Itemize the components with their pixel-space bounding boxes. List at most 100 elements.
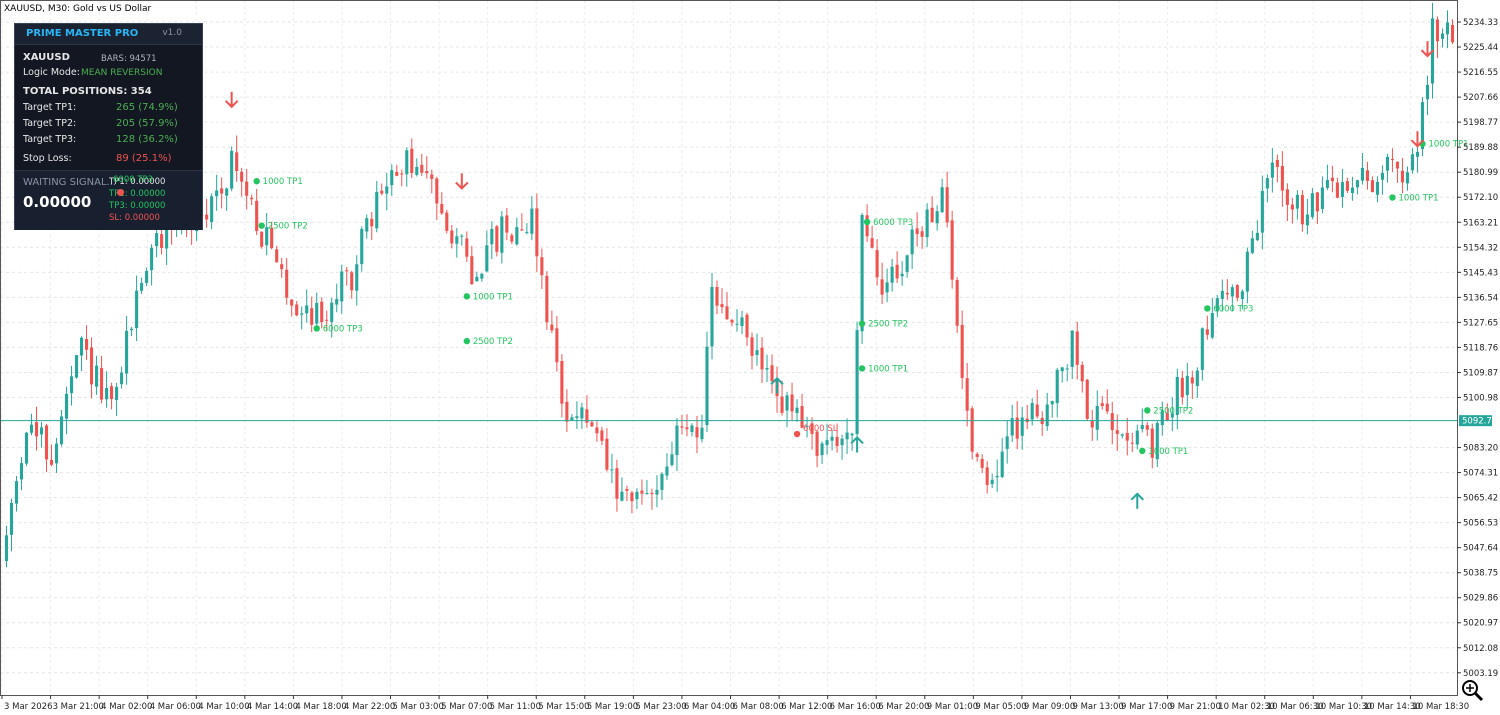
- candle-body: [1070, 330, 1074, 367]
- candle-body: [1105, 403, 1109, 412]
- candle-body: [575, 416, 579, 419]
- candle-body: [1110, 413, 1114, 431]
- candle-body: [1400, 170, 1405, 183]
- candle-body: [850, 433, 854, 436]
- candle-body: [835, 436, 839, 447]
- zoom-icon[interactable]: [1462, 680, 1484, 702]
- signals-layer: [224, 41, 1435, 509]
- y-tick-label: 5180.99: [1463, 168, 1498, 178]
- candle-body: [660, 473, 664, 490]
- sell-arrow-icon: [224, 91, 239, 109]
- price-axis[interactable]: 5234.33 5225.44 5216.55 5207.66 5198.77 5189.…: [1457, 18, 1498, 679]
- candle-body: [770, 365, 774, 382]
- target-label: 1000 TP1: [1428, 140, 1468, 150]
- candle-body: [760, 347, 764, 370]
- candle-body: [1295, 194, 1299, 209]
- candle-body: [1270, 162, 1274, 178]
- candle-body: [815, 431, 819, 456]
- target-label: 2500 TP2: [473, 337, 513, 347]
- candle-body: [1360, 167, 1364, 181]
- target-label: 1000 TP1: [1398, 194, 1438, 204]
- candle-body: [665, 466, 669, 476]
- candle-body: [840, 438, 844, 446]
- candle-body: [1155, 422, 1159, 460]
- candle-body: [485, 245, 489, 272]
- tp1-small: TP1: 0.00000: [109, 177, 166, 187]
- target-label: 2500 TP2: [268, 222, 308, 232]
- candle-body: [615, 468, 619, 499]
- candle-body: [510, 235, 514, 242]
- panel-version: v1.0: [162, 28, 182, 38]
- candle-body: [440, 203, 444, 214]
- y-tick-label: 5109.87: [1463, 368, 1498, 378]
- candle-body: [1145, 425, 1149, 430]
- y-tick-label: 5100.98: [1463, 393, 1498, 403]
- candle-body: [105, 387, 109, 400]
- candle-body: [64, 393, 69, 419]
- target-dot: [1139, 447, 1146, 455]
- x-tick-label: 6 Mar 12:00: [781, 702, 832, 712]
- candle-body: [1030, 403, 1034, 420]
- candle-body: [1230, 287, 1234, 297]
- candle-body: [805, 425, 809, 427]
- y-tick-label: 5047.64: [1463, 544, 1498, 554]
- candle-body: [1060, 367, 1064, 372]
- candle-body: [240, 171, 244, 182]
- candle-body: [380, 190, 384, 194]
- candle-body: [590, 422, 594, 427]
- time-axis[interactable]: 3 Mar 2026 3 Mar 21:004 Mar 02:004 Mar 06…: [1, 695, 1469, 712]
- candle-body: [270, 227, 274, 249]
- candle-body: [1240, 291, 1244, 299]
- x-tick-label: 6 Mar 08:00: [733, 702, 784, 712]
- candle-body: [335, 299, 339, 305]
- candle-body: [1345, 181, 1349, 191]
- candle-body: [9, 503, 14, 535]
- candle-body: [650, 492, 654, 494]
- candle-body: [1390, 158, 1395, 160]
- y-tick-label: 5065.42: [1463, 494, 1498, 504]
- candle-body: [530, 208, 534, 234]
- buy-arrow-icon: [1130, 492, 1144, 509]
- logic-mode-label: Logic Mode:: [23, 67, 80, 78]
- y-tick-label: 5074.31: [1463, 469, 1498, 479]
- candle-body: [990, 479, 994, 485]
- candle-body: [1275, 159, 1279, 168]
- candle-body: [410, 148, 414, 174]
- candle-body: [1350, 187, 1354, 194]
- tp1-label: Target TP1:: [23, 102, 77, 113]
- candle-body: [1090, 420, 1094, 428]
- target-dot: [1144, 407, 1151, 414]
- prime-master-panel[interactable]: PRIME MASTER PRO v1.0 XAUUSD BARS: 94571…: [14, 23, 203, 230]
- y-tick-label: 5029.86: [1463, 594, 1498, 604]
- candle-body: [1375, 181, 1379, 195]
- y-tick-label: 5020.97: [1463, 619, 1498, 629]
- candle-body: [535, 208, 539, 257]
- y-tick-label: 5216.55: [1463, 68, 1498, 78]
- target-label: 1000 TP1: [1148, 447, 1188, 457]
- candle-body: [635, 491, 639, 500]
- candle-body: [880, 279, 884, 295]
- candle-body: [85, 339, 89, 350]
- candle-body: [1305, 214, 1309, 226]
- candle-body: [1115, 430, 1119, 434]
- target-dot: [463, 293, 471, 300]
- candle-body: [455, 236, 459, 244]
- candle-body: [290, 299, 294, 306]
- candle-body: [1265, 178, 1269, 189]
- y-tick-label: 5198.77: [1463, 118, 1498, 128]
- target-dot: [313, 325, 320, 332]
- chart-border: [0, 0, 1458, 696]
- candle-body: [385, 186, 389, 194]
- candle-body: [29, 424, 34, 433]
- candle-body: [355, 264, 359, 291]
- x-tick-label: 4 Mar 22:00: [344, 702, 395, 712]
- candle-body: [795, 407, 799, 414]
- x-tick-label: 9 Mar 09:00: [1024, 702, 1075, 712]
- candle-body: [4, 535, 9, 562]
- candle-body: [1160, 410, 1164, 426]
- candle-body: [1085, 379, 1089, 419]
- candle-body: [570, 417, 574, 421]
- candle-body: [345, 270, 349, 272]
- candle-body: [870, 238, 874, 248]
